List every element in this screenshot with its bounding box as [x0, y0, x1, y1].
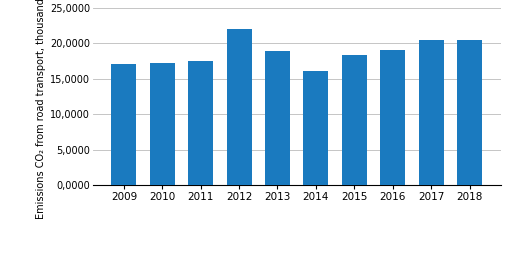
- Bar: [188, 61, 213, 185]
- Bar: [227, 29, 252, 185]
- Bar: [380, 50, 405, 185]
- Bar: [457, 40, 482, 185]
- Bar: [303, 71, 328, 185]
- Bar: [418, 40, 444, 185]
- Bar: [265, 51, 290, 185]
- Bar: [342, 55, 367, 185]
- Bar: [111, 65, 136, 185]
- Y-axis label: Emissions CO₂ from road transport, thousand tons: Emissions CO₂ from road transport, thous…: [36, 0, 46, 219]
- Bar: [150, 63, 175, 185]
